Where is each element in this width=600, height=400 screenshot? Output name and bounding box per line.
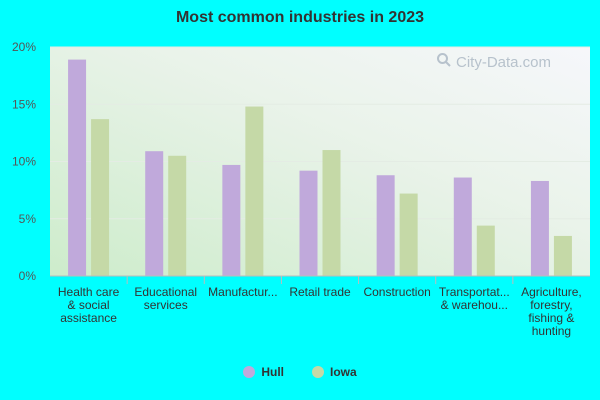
x-category-label: Educational	[134, 285, 197, 299]
legend-swatch	[243, 366, 256, 378]
x-category-label: Retail trade	[289, 285, 351, 299]
x-category-label: fishing &	[528, 311, 574, 325]
y-tick-label: 10%	[12, 155, 36, 169]
x-category-label: & social	[68, 298, 110, 312]
x-category-label: forestry,	[530, 298, 572, 312]
y-tick-label: 0%	[19, 269, 37, 283]
bar-hull	[299, 170, 318, 276]
chart-title: Most common industries in 2023	[175, 9, 425, 26]
bar-iowa	[245, 106, 264, 276]
legend-label: Hull	[261, 365, 284, 379]
bar-iowa	[91, 119, 110, 276]
bar-iowa	[322, 150, 341, 276]
bar-iowa	[168, 155, 187, 276]
y-tick-label: 5%	[19, 212, 37, 226]
x-category-label: & warehou...	[441, 298, 508, 312]
x-category-label: Health care	[58, 285, 120, 299]
watermark: City-Data.com	[436, 52, 551, 72]
bar-iowa	[553, 235, 572, 276]
y-tick-label: 20%	[12, 40, 36, 54]
watermark-text: City-Data.com	[456, 53, 552, 71]
x-category-label: Manufactur...	[208, 285, 277, 299]
x-category-label: assistance	[60, 311, 117, 325]
legend-swatch	[312, 366, 324, 378]
x-category-label: Transportat...	[439, 285, 510, 299]
legend-item-iowa: Iowa	[312, 365, 357, 379]
search-icon	[436, 52, 452, 72]
bar-iowa	[399, 193, 418, 276]
legend: Hull Iowa	[0, 365, 600, 379]
bar-hull	[376, 175, 395, 276]
x-category-label: services	[144, 298, 188, 312]
x-category-label: hunting	[532, 324, 571, 338]
legend-item-hull: Hull	[243, 365, 284, 379]
bar-hull	[530, 180, 549, 276]
legend-label: Iowa	[330, 365, 357, 379]
x-category-label: Agriculture,	[521, 285, 582, 299]
bar-iowa	[476, 225, 495, 276]
bar-hull	[145, 151, 164, 276]
y-tick-label: 15%	[12, 97, 36, 111]
bar-hull	[222, 164, 241, 276]
bar-hull	[68, 59, 87, 276]
x-category-label: Construction	[363, 285, 430, 299]
bar-hull	[453, 177, 472, 276]
